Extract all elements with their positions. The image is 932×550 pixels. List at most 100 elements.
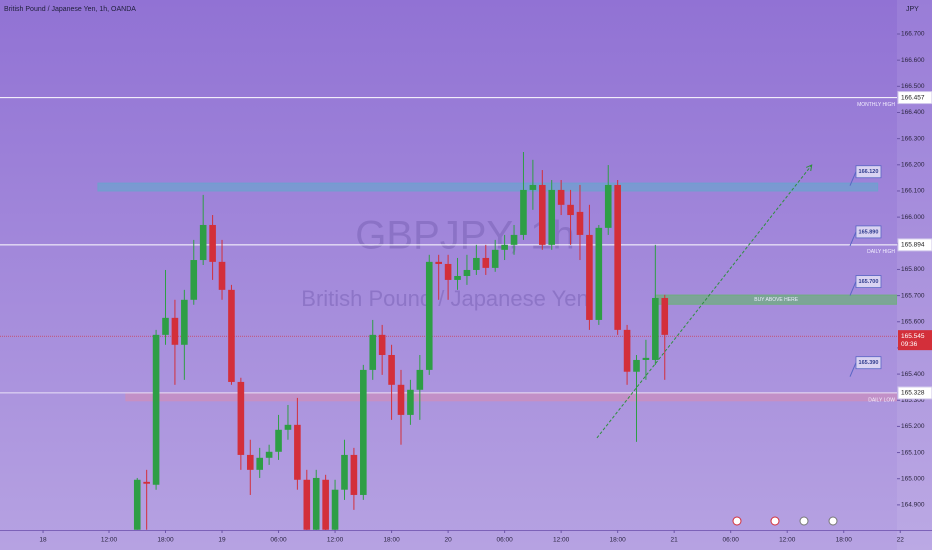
candle-body — [133, 479, 141, 530]
candle-body — [228, 289, 235, 382]
y-tick-label: 166.500 — [901, 83, 925, 90]
candle-body — [322, 479, 329, 530]
x-tick-label: 12:00 — [553, 537, 570, 544]
y-tick-label: 165.700 — [901, 292, 925, 299]
zone-label: BUY ABOVE HERE — [754, 297, 798, 303]
last-price-tag — [898, 330, 932, 351]
candle-body — [171, 317, 179, 345]
x-tick-label: 21 — [671, 537, 679, 544]
callout-box — [855, 225, 882, 239]
candle-body — [661, 297, 669, 335]
candle-body — [444, 263, 452, 280]
candle-body — [303, 479, 311, 530]
callout-box — [855, 356, 882, 370]
y-tick-label: 166.700 — [901, 31, 925, 38]
candle-body — [586, 234, 593, 320]
level-text: DAILY HIGH — [867, 249, 895, 255]
symbol-title: British Pound / Japanese Yen, 1h, OANDA — [4, 6, 136, 13]
candle-body — [388, 354, 395, 385]
callout-pointer — [849, 171, 857, 186]
price-tag-label: 165.894 — [901, 242, 925, 249]
callout-pointer — [849, 231, 857, 247]
callout-label: 165.390 — [859, 360, 879, 366]
y-tick-label: 165.300 — [901, 397, 925, 404]
y-tick-label: 165.200 — [901, 423, 925, 430]
y-tick-label: 165.100 — [901, 449, 925, 456]
candle-body — [623, 329, 631, 372]
y-tick-label: 164.900 — [901, 502, 925, 509]
candle-body — [425, 261, 433, 370]
candle-body — [576, 211, 584, 235]
bottom-icons — [732, 516, 838, 526]
candle-body — [275, 429, 282, 452]
price-tag — [897, 238, 932, 252]
candle-body — [454, 275, 461, 280]
y-tick-label: 165.800 — [901, 266, 925, 273]
x-tick-label: 18:00 — [383, 537, 400, 544]
callout-label: 165.700 — [859, 279, 879, 285]
level-text: MONTHLY HIGH — [857, 102, 895, 108]
candle-body — [539, 184, 546, 245]
candle-body — [633, 359, 640, 372]
candle-body — [143, 481, 150, 484]
candle-body — [567, 204, 574, 216]
event-icon[interactable] — [828, 516, 838, 526]
x-tick-label: 18:00 — [836, 537, 853, 544]
y-tick-label: 166.400 — [901, 109, 925, 116]
candle-body — [529, 184, 537, 190]
countdown-label: 09:36 — [901, 341, 918, 348]
y-tick-label: 166.000 — [901, 214, 925, 221]
candle-body — [294, 424, 301, 480]
candle-body — [435, 261, 442, 264]
candle-body — [482, 257, 490, 268]
y-tick-label: 165.600 — [901, 318, 925, 325]
currency: JPY — [906, 6, 919, 13]
zone — [125, 392, 897, 402]
candle-body — [152, 334, 160, 485]
candle-body — [341, 454, 348, 490]
candle-body — [463, 269, 471, 276]
candle-body — [604, 184, 612, 228]
candle-body — [256, 457, 264, 470]
y-tick-label: 165.000 — [901, 475, 925, 482]
price-tag — [897, 91, 932, 105]
trend-line — [596, 164, 813, 439]
candle-body — [548, 189, 556, 245]
candle-body — [284, 424, 292, 430]
callout-box — [855, 165, 882, 179]
candle-body — [595, 227, 603, 320]
level-text: DAILY LOW — [868, 397, 895, 403]
candle-body — [491, 249, 499, 268]
event-icon[interactable] — [770, 516, 780, 526]
callout-label: 166.120 — [859, 169, 879, 175]
candle-body — [473, 257, 480, 270]
callout-label: 165.890 — [859, 229, 879, 235]
x-tick-label: 18:00 — [157, 537, 174, 544]
candle-body — [510, 234, 518, 245]
event-icon[interactable] — [732, 516, 742, 526]
event-icon[interactable] — [799, 516, 809, 526]
candle-body — [378, 334, 386, 355]
y-tick-label: 166.200 — [901, 162, 925, 169]
candle-body — [199, 224, 207, 261]
last-price-label: 165.545 — [901, 333, 925, 340]
candle-body — [642, 357, 650, 360]
candle-body — [237, 381, 245, 455]
x-tick-label: 12:00 — [327, 537, 344, 544]
x-tick-label: 06:00 — [496, 537, 513, 544]
watermark: GBPJPY, 1h — [355, 214, 574, 258]
price-tag-label: 166.457 — [901, 94, 925, 101]
y-tick-label: 165.400 — [901, 371, 925, 378]
y-tick-label: 166.300 — [901, 135, 925, 142]
candle-body — [246, 454, 254, 470]
candle-body — [181, 299, 188, 345]
candle-body — [312, 477, 320, 530]
y-tick-label: 166.600 — [901, 57, 925, 64]
x-tick-label: 12:00 — [101, 537, 118, 544]
candle-body — [265, 451, 273, 458]
plot-area: BUY ABOVE HERE — [0, 97, 897, 530]
trend-arrowhead — [805, 164, 813, 172]
candle-body — [652, 297, 659, 360]
candle-body — [501, 244, 508, 250]
